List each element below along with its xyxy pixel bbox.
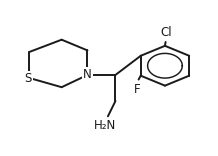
- Text: Cl: Cl: [160, 26, 172, 39]
- Text: S: S: [25, 71, 32, 85]
- Text: H₂N: H₂N: [94, 119, 116, 132]
- Text: F: F: [134, 83, 140, 96]
- Text: N: N: [83, 68, 92, 81]
